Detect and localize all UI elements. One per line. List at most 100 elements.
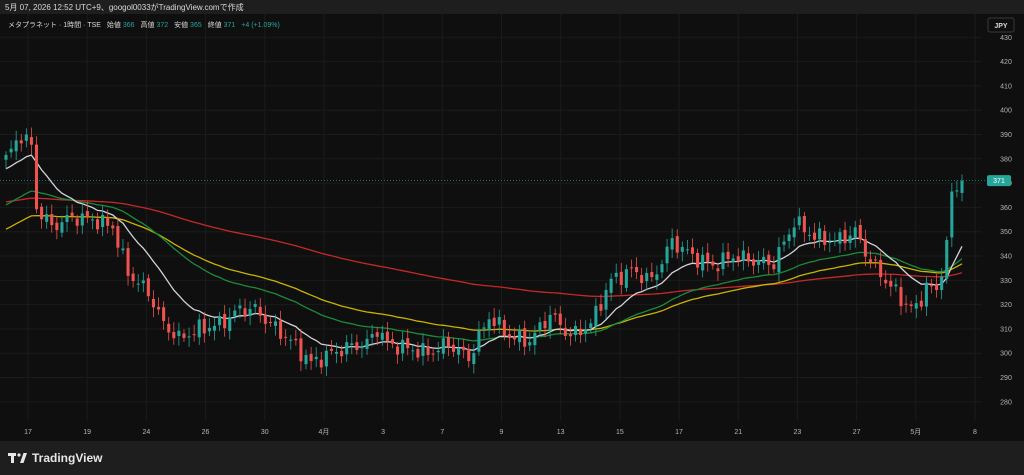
candle (940, 267, 944, 300)
candle (370, 324, 374, 347)
chart-area[interactable]: メタプラネット · 1時間 · TSE 始値 366 高値 372 安値 365… (0, 14, 1024, 441)
candle-body (85, 211, 89, 218)
candle-body (101, 214, 105, 228)
candle (90, 213, 94, 230)
candle-body (299, 338, 303, 362)
legend-high-label: 高値 (141, 20, 155, 29)
candle (80, 204, 84, 234)
candle (655, 265, 659, 290)
candle (574, 320, 578, 342)
candle-body (863, 239, 867, 257)
candle-body (518, 329, 522, 343)
candle-body (263, 314, 267, 324)
candle (629, 259, 633, 278)
candle (924, 276, 928, 317)
currency-button[interactable]: JPY (987, 17, 1015, 33)
candle-body (726, 251, 730, 260)
candle (879, 251, 883, 287)
candle-body (421, 343, 425, 356)
candle (202, 312, 206, 343)
candle-body (238, 305, 242, 309)
candle-body (533, 332, 537, 346)
candle-body (329, 348, 333, 351)
candle-body (884, 279, 888, 284)
candle (650, 262, 654, 282)
candle (70, 204, 74, 222)
candle (950, 183, 954, 248)
candle-body (446, 336, 450, 347)
candle-body (482, 327, 486, 329)
x-tick-label: 9 (500, 429, 504, 436)
tradingview-logo[interactable]: TradingView (8, 451, 102, 465)
candle (711, 254, 715, 270)
candle-body (833, 240, 837, 242)
candle (818, 221, 822, 248)
candle (721, 243, 725, 276)
candle (807, 226, 811, 241)
candle (29, 127, 33, 155)
candle (487, 311, 491, 338)
candle (243, 298, 247, 322)
candle-body (146, 278, 150, 297)
y-tick-label: 290 (1000, 375, 1012, 382)
candle-body (19, 140, 23, 144)
candle (309, 346, 313, 370)
candle-body (751, 259, 756, 266)
candle-body (609, 278, 613, 293)
ma-fast-line (5, 154, 963, 351)
candle (594, 298, 598, 336)
candle-body (599, 304, 603, 311)
candle-body (314, 356, 318, 360)
candle (858, 218, 862, 244)
x-tick-label: 19 (83, 429, 91, 436)
candle-body (451, 344, 456, 352)
y-tick-label: 340 (1000, 254, 1012, 261)
x-tick-label: 7 (440, 429, 444, 436)
candle-body (823, 231, 827, 245)
y-tick-label: 380 (1000, 156, 1012, 163)
candle (146, 274, 150, 302)
candle (507, 325, 511, 348)
candle-body (380, 332, 384, 340)
candle-body (696, 252, 700, 268)
candle (543, 311, 547, 338)
candle (716, 262, 720, 281)
candle (406, 328, 410, 356)
candle-body (512, 336, 517, 340)
candle-body (843, 229, 847, 244)
candle (467, 343, 471, 368)
candle (40, 203, 44, 229)
candle-body (914, 303, 918, 309)
candle (151, 290, 155, 318)
candle (253, 299, 257, 315)
candle-body (121, 248, 125, 251)
candle-body (24, 134, 28, 141)
candle-body (273, 321, 278, 326)
price-axis[interactable]: 2802903003103203303403503603703803904004… (1000, 35, 1012, 407)
ma-mid1-line (5, 190, 963, 342)
candle (380, 325, 384, 346)
candle (446, 331, 450, 357)
candle-body (909, 304, 913, 307)
candle-body (401, 339, 405, 354)
candle (960, 174, 964, 202)
candle (268, 316, 272, 328)
candle-body (940, 276, 944, 290)
legend-close-label: 終値 (208, 20, 222, 29)
candle-body (757, 260, 761, 265)
candle-body (268, 321, 272, 324)
candle (706, 243, 710, 272)
candlestick-chart[interactable]: メタプラネット · 1時間 · TSE 始値 366 高値 372 安値 365… (0, 14, 1024, 441)
time-axis[interactable]: 17 19 24 26 30 4月 3 7 9 13 15 17 21 23 27 5月 8 (24, 428, 977, 436)
candle-body (40, 206, 44, 220)
candle (914, 294, 918, 319)
candle-body (629, 267, 633, 269)
candle-body (228, 317, 232, 331)
candle-body (218, 316, 222, 326)
candle (589, 318, 593, 334)
legend-open: 366 (123, 22, 135, 29)
moving-averages (5, 154, 963, 351)
candle (462, 339, 466, 359)
candle-body (279, 320, 283, 339)
candle (319, 352, 323, 374)
